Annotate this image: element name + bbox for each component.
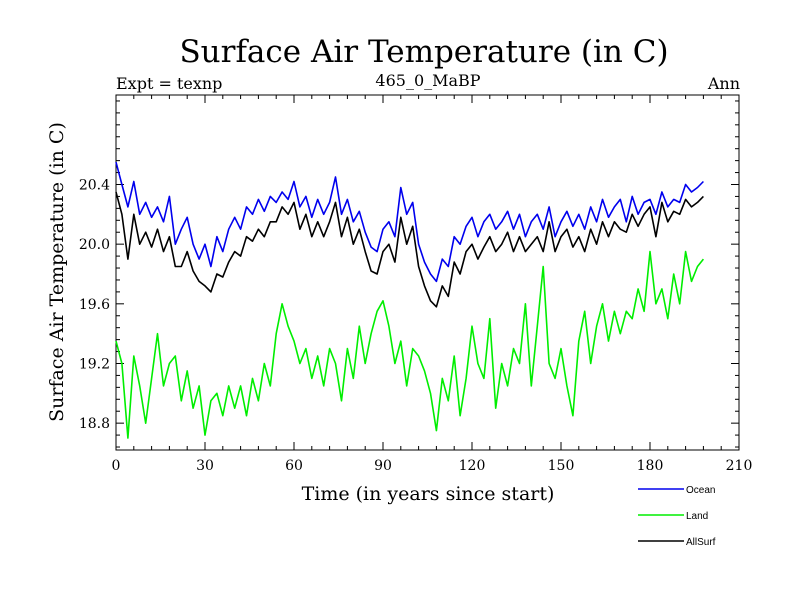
- x-tick-label: 210: [726, 458, 753, 474]
- x-tick-label: 150: [548, 458, 575, 474]
- legend-label-ocean: Ocean: [686, 485, 715, 496]
- series-line-land: [115, 250, 705, 439]
- axis-ticks: 0 30 60 90 120 150 180 210 18.8 19.2 19.6 20.0 20.4: [79, 95, 753, 474]
- legend-label-allsurf: AllSurf: [686, 537, 716, 548]
- y-tick-label: 19.2: [79, 356, 110, 372]
- x-tick-label: 30: [196, 458, 214, 474]
- series-line-allsurf: [115, 191, 704, 308]
- x-tick-label: 60: [285, 458, 303, 474]
- x-tick-label: 120: [459, 458, 486, 474]
- season-label: Ann: [707, 74, 740, 93]
- series-lines: [115, 161, 705, 439]
- legend-label-land: Land: [686, 511, 708, 522]
- experiment-label: Expt = texnp: [116, 74, 222, 93]
- x-tick-label: 180: [637, 458, 664, 474]
- series-line-ocean: [115, 161, 704, 283]
- y-tick-label: 20.0: [79, 237, 110, 253]
- x-tick-label: 90: [374, 458, 392, 474]
- legend: Ocean Land AllSurf: [638, 485, 716, 548]
- period-label: 465_0_MaBP: [375, 71, 480, 90]
- plot-frame: [115, 94, 740, 451]
- x-tick-label: 0: [112, 458, 121, 474]
- y-tick-label: 20.4: [79, 177, 110, 193]
- y-tick-label: 19.6: [79, 297, 110, 313]
- y-tick-label: 18.8: [79, 416, 110, 432]
- x-axis-label: Time (in years since start): [302, 483, 555, 505]
- chart-title: Surface Air Temperature (in C): [179, 34, 668, 70]
- y-axis-label: Surface Air Temperature (in C): [46, 122, 68, 422]
